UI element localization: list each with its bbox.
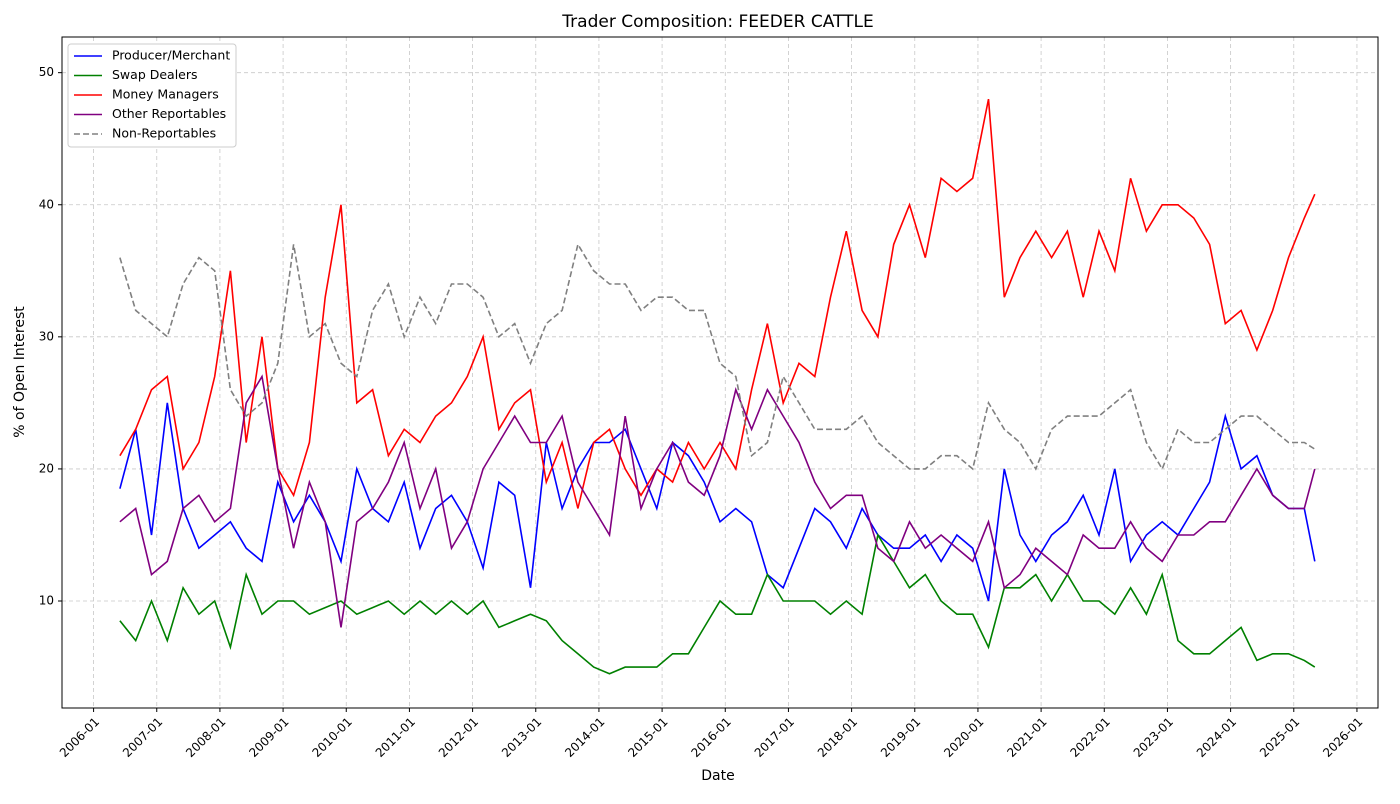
plot-frame [61,36,1379,709]
x-tick-label: 2013-01 [499,715,544,760]
series-line [119,532,1316,675]
x-tick-label: 2019-01 [878,715,923,760]
legend-label: Money Managers [112,87,219,102]
y-axis-label: % of Open Interest [12,306,28,438]
x-tick-label: 2023-01 [1131,715,1176,760]
x-tick-label: 2021-01 [1004,715,1049,760]
x-tick-label: 2011-01 [373,715,418,760]
x-tick-label: 2008-01 [183,715,228,760]
series-line [119,402,1316,602]
y-tick-label: 40 [39,197,54,211]
x-tick-label: 2014-01 [562,715,607,760]
series-line [119,374,1316,628]
x-tick-label: 2007-01 [120,715,165,760]
x-tick-label: 2017-01 [752,715,797,760]
x-tick-label: 2006-01 [57,715,102,760]
legend-label: Swap Dealers [112,67,198,82]
x-axis-label: Date [701,768,734,784]
x-tick-label: 2022-01 [1068,715,1113,760]
x-tick-label: 2009-01 [246,715,291,760]
x-tick-label: 2018-01 [815,715,860,760]
y-tick-label: 20 [39,461,54,475]
legend-label: Other Reportables [112,106,226,121]
x-tick-label: 2016-01 [689,715,734,760]
x-tick-label: 2026-01 [1320,715,1365,760]
x-tick-label: 2024-01 [1194,715,1239,760]
series-line [119,242,1316,471]
legend-box [67,43,237,148]
y-tick-label: 50 [39,65,54,79]
x-tick-label: 2025-01 [1257,715,1302,760]
chart-title: Trader Composition: FEEDER CATTLE [561,12,873,32]
x-tick-label: 2015-01 [625,715,670,760]
legend-label: Non-Reportables [112,126,216,141]
y-tick-label: 30 [39,329,54,343]
y-tick-label: 10 [39,594,54,608]
x-tick-label: 2012-01 [436,715,481,760]
series-line [119,98,1316,509]
plot-area [62,37,1378,708]
x-tick-label: 2010-01 [309,715,354,760]
legend-label: Producer/Merchant [112,48,230,63]
x-tick-label: 2020-01 [941,715,986,760]
